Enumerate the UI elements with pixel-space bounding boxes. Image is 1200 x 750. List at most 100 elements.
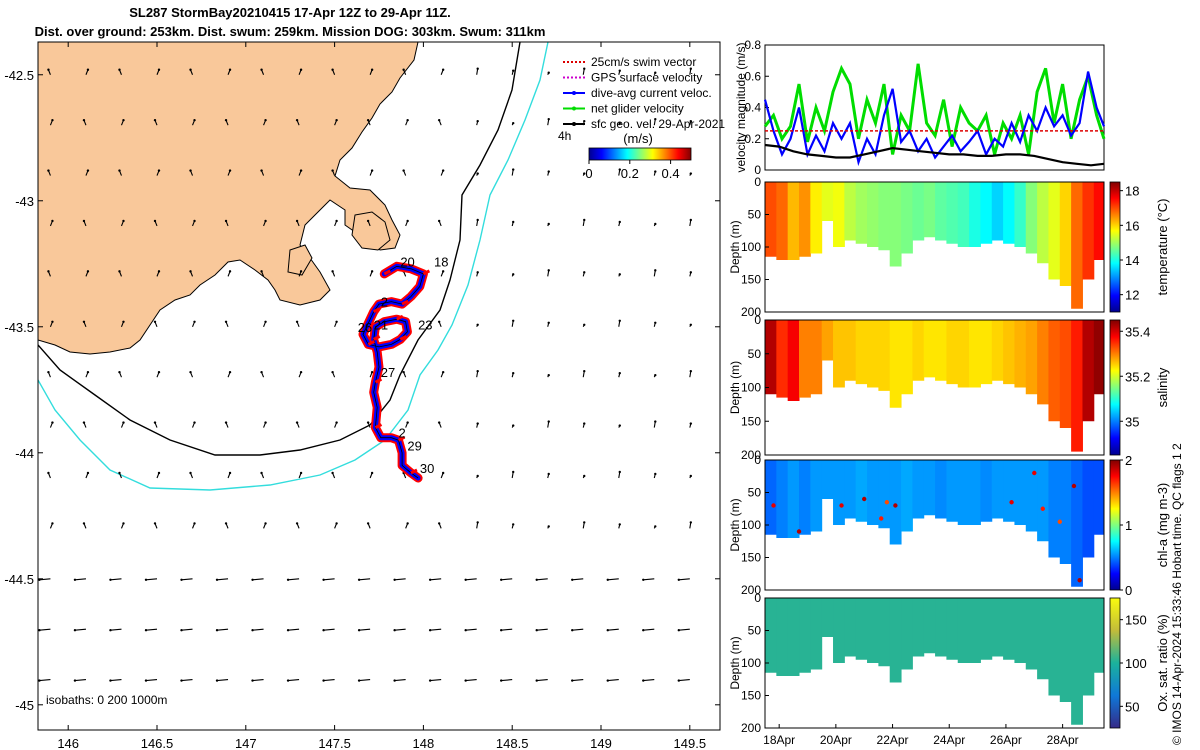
velocity-vector-head xyxy=(264,219,267,223)
velocity-vector-head xyxy=(677,628,681,632)
velocity-vector-head xyxy=(331,370,334,374)
velocity-vector xyxy=(252,679,264,682)
velocity-vector xyxy=(465,679,477,682)
velocity-vector-head xyxy=(606,679,609,682)
section-spot xyxy=(1040,506,1045,511)
velocity-vector-head xyxy=(122,320,125,323)
section-column xyxy=(1025,182,1038,254)
velocity-vector-head xyxy=(264,522,267,525)
velocity-vector xyxy=(394,679,406,682)
velocity-vector-head xyxy=(583,521,586,524)
velocity-vector xyxy=(607,578,619,581)
section-y-tick-label: 200 xyxy=(741,305,761,319)
velocity-vector-head xyxy=(51,118,54,122)
velocity-vector-head xyxy=(393,679,396,682)
velocity-vector-head xyxy=(583,119,586,123)
day-label: 27 xyxy=(381,365,395,380)
section-column xyxy=(969,598,981,663)
section-colorbar-label: salinity xyxy=(1155,367,1170,407)
section-y-tick-label: 100 xyxy=(741,381,761,395)
velocity-vector-head xyxy=(677,679,681,682)
section-column xyxy=(765,182,777,257)
velocity-vector-head xyxy=(689,474,693,478)
velocity-vector-head xyxy=(189,471,192,475)
speed-colorbar-gradient xyxy=(588,147,692,161)
velocity-vector-head xyxy=(215,628,219,632)
velocity-vector-head xyxy=(406,421,409,424)
section-colorbar-tick-label: 18 xyxy=(1125,184,1139,199)
section-y-tick-label: 50 xyxy=(748,347,762,361)
velocity-vector-head xyxy=(547,321,550,324)
velocity-vector-head xyxy=(82,421,86,424)
velocity-vector-head xyxy=(366,118,370,122)
map-legend: 25cm/s swim vector GPS surface velocitydi… xyxy=(563,55,725,131)
velocity-vector xyxy=(359,679,371,682)
section-column xyxy=(1037,598,1049,680)
velocity-vector-head xyxy=(583,67,586,70)
velocity-vector-head xyxy=(295,320,299,323)
velocity-y-tick-label: 0.6 xyxy=(744,69,761,83)
velocity-vector-head xyxy=(295,118,299,122)
velocity-vector-head xyxy=(547,117,550,121)
velocity-vector-head xyxy=(82,320,86,323)
velocity-vector-head xyxy=(654,525,657,528)
velocity-vector xyxy=(678,628,690,631)
track-swim-tick xyxy=(373,307,381,313)
section-ylabel: Depth (m) xyxy=(728,636,742,689)
velocity-vector xyxy=(216,578,229,581)
velocity-vector-head xyxy=(224,522,228,525)
section-column xyxy=(889,182,902,267)
velocity-vector-head xyxy=(86,270,90,273)
velocity-vector-head xyxy=(251,628,254,632)
section-column xyxy=(889,320,902,408)
velocity-vector-head xyxy=(180,578,183,581)
velocity-vector-head xyxy=(571,679,574,682)
velocity-vector-head xyxy=(118,270,121,273)
velocity-vector-head xyxy=(654,222,657,226)
velocity-vector-head xyxy=(157,270,161,273)
map-y-tick-label: -43 xyxy=(15,194,34,209)
velocity-vector xyxy=(572,578,584,581)
section-column xyxy=(787,320,800,401)
velocity-vector-head xyxy=(618,121,621,125)
track-swim-tick xyxy=(401,299,409,306)
section-x-tick-label: 24Apr xyxy=(933,733,965,747)
section-y-tick-label: 50 xyxy=(748,486,762,500)
section-column xyxy=(1037,460,1049,542)
section-y-tick-label: 200 xyxy=(741,583,761,597)
velocity-vector-head xyxy=(47,471,50,475)
velocity-vector-head xyxy=(157,471,161,475)
legend-marker xyxy=(572,106,576,111)
velocity-vector-head xyxy=(606,578,609,581)
velocity-series-line xyxy=(763,71,1106,167)
velocity-vector-head xyxy=(322,578,325,581)
velocity-vector-head xyxy=(331,68,334,71)
velocity-vector-head xyxy=(476,323,479,326)
velocity-vector-head xyxy=(224,320,228,323)
section-ylabel: Depth (m) xyxy=(728,361,742,414)
map-axes: 146 146.5 147 147.5 148 148.5 149 149.5 -42.5 -43… xyxy=(4,42,720,750)
section-column xyxy=(912,320,925,381)
section-column xyxy=(867,598,879,663)
velocity-vector-head xyxy=(583,218,586,222)
legend-label: GPS surface velocity xyxy=(591,71,702,85)
map-y-tick-label: -45 xyxy=(15,698,34,713)
day-label: 21 xyxy=(374,317,388,332)
section-column xyxy=(799,598,811,673)
section-column xyxy=(912,182,925,241)
velocity-vector-head xyxy=(606,628,609,632)
velocity-vector-head xyxy=(512,371,515,375)
section-column xyxy=(765,320,777,395)
section-column xyxy=(935,320,947,381)
section-column xyxy=(1048,182,1061,280)
velocity-vector-head xyxy=(406,219,409,223)
velocity-vector-head xyxy=(476,474,479,478)
velocity-vector-head xyxy=(47,169,50,172)
velocity-vector-head xyxy=(260,471,263,475)
section-spot xyxy=(862,496,867,502)
section-column xyxy=(1003,182,1015,244)
velocity-vector xyxy=(359,578,371,581)
velocity-vector xyxy=(501,578,513,581)
legend-marker xyxy=(572,91,576,95)
velocity-vector-head xyxy=(437,421,441,424)
